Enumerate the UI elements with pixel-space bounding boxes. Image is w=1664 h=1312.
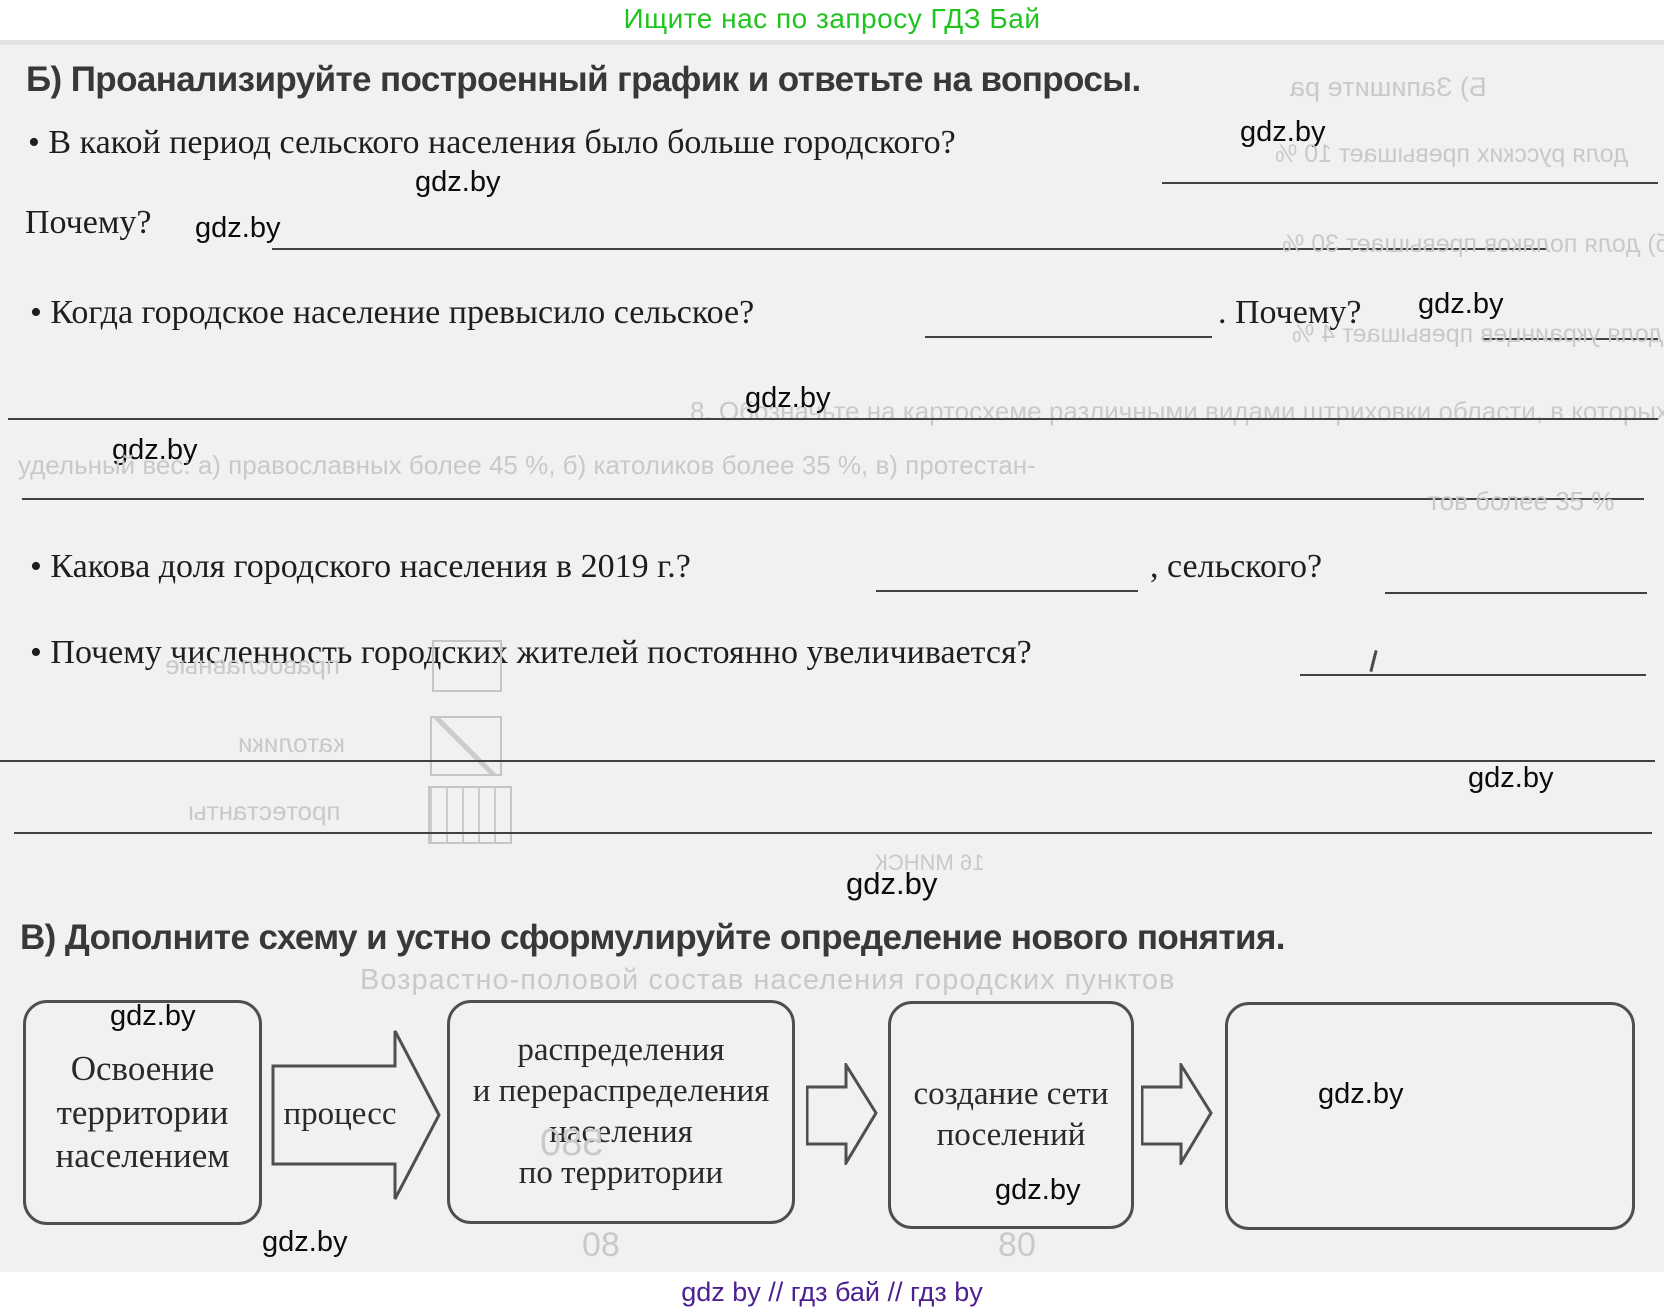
bleed-number-2: 80 [582,1226,620,1264]
question-3-tail: , сельского? [1150,548,1323,585]
answer-line-q2 [925,336,1212,338]
flow-arrow-label-process: процесс [283,1096,397,1132]
watermark-4: gdz.by [1418,288,1504,320]
block-arrow-icon-1 [271,1030,441,1200]
watermark-3: gdz.by [195,212,281,244]
block-arrow-icon-3 [1141,1063,1213,1165]
bottom-banner: gdz by // гдз бай // гдз by [0,1272,1664,1311]
watermark-10: gdz.by [262,1226,348,1258]
answer-line-3 [8,418,1658,420]
answer-line-6 [14,832,1652,834]
flow-box-development: Освоение территории населением [23,1000,262,1225]
answer-line-q1 [1162,182,1658,184]
block-arrow-icon-2 [806,1063,878,1165]
bleed-legend-orthodox: православные [165,650,340,680]
section-v-heading: В) Дополните схему и устно сформулируйте… [20,918,1286,957]
question-4: • Почему численность городских жителей п… [30,634,1032,671]
watermark-8: gdz.by [846,866,938,901]
watermark-9: gdz.by [110,1000,196,1032]
answer-line-q3-rural [1385,592,1647,594]
question-1: • В какой период сельского населения был… [28,124,956,161]
bleed-number-3: 08 [998,1226,1036,1264]
question-2-tail: . Почему? [1218,294,1362,331]
flow-box-development-line: Освоение [70,1049,215,1089]
watermark-1: gdz.by [1240,116,1326,148]
watermark-6: gdz.by [112,434,198,466]
bleed-legend-swatch-3 [428,786,512,844]
answer-line-q2-why [1483,338,1658,340]
flow-box-development-line: территории [56,1092,229,1132]
flow-box-development-line: населением [55,1136,230,1176]
flow-box-empty [1225,1002,1635,1230]
flow-box-distribution-line: и перераспределения [472,1073,770,1110]
flow-box-distribution-line: распределения [517,1032,725,1069]
bleed-legend-swatch-2 [430,716,502,776]
bleed-right-1: Б) Запишите ра [1290,72,1487,102]
flow-box-settlements-line: создание сети [913,1076,1109,1113]
question-1-why: Почему? [25,204,152,241]
bleed-minsk: 16 МИНСК [875,850,985,875]
answer-line-q3-urban [876,590,1138,592]
watermark-5: gdz.by [745,382,831,414]
top-banner-text: Ищите нас по запросу ГДЗ Бай [623,3,1041,34]
bottom-banner-text: gdz by // гдз бай // гдз by [681,1277,983,1307]
answer-line-q1-why [272,248,1548,250]
question-2: • Когда городское население превысило се… [30,294,755,331]
flow-box-distribution: распределения и перераспределения населе… [447,1000,795,1224]
answer-line-4 [22,498,1644,500]
scan-edge-line [0,40,1664,45]
flow-box-settlements: создание сети поселений [888,1001,1134,1229]
answer-line-q4 [1300,674,1646,676]
watermark-2: gdz.by [415,166,501,198]
bleed-legend-protestant: протестанты [188,796,341,826]
bleed-text-tail: тов более 35 % [1428,486,1615,516]
bleed-table-title: Возрастно-половой состав населения город… [360,964,1176,996]
watermark-11: gdz.by [995,1174,1081,1206]
bleed-number-1: 580 [540,1122,604,1164]
top-banner: Ищите нас по запросу ГДЗ Бай [0,0,1664,40]
bleed-right-4: в) доля украинцев превышает 4 % [1292,320,1664,348]
bleed-legend-swatch-1 [432,640,502,692]
watermark-7: gdz.by [1468,762,1554,794]
flow-box-settlements-line: поселений [936,1117,1086,1153]
bleed-text-task8: 8. Обозначьте на картосхеме различными в… [690,396,1664,426]
bleed-right-2: доля русских превышает 10 % [1275,140,1629,168]
watermark-12: gdz.by [1318,1078,1404,1110]
bleed-legend-catholic: католики [238,728,345,758]
flow-box-distribution-line: населения [549,1114,693,1150]
flow-box-distribution-line: по территории [518,1154,724,1191]
answer-line-5 [0,760,1655,762]
bleed-right-3: б) доля поляков превышает 30 % [1282,230,1664,258]
bleed-text-shares: удельный вес: а) православных более 45 %… [18,450,1036,480]
section-b-heading: Б) Проанализируйте построенный график и … [26,60,1141,99]
question-3: • Какова доля городского населения в 201… [30,548,691,585]
